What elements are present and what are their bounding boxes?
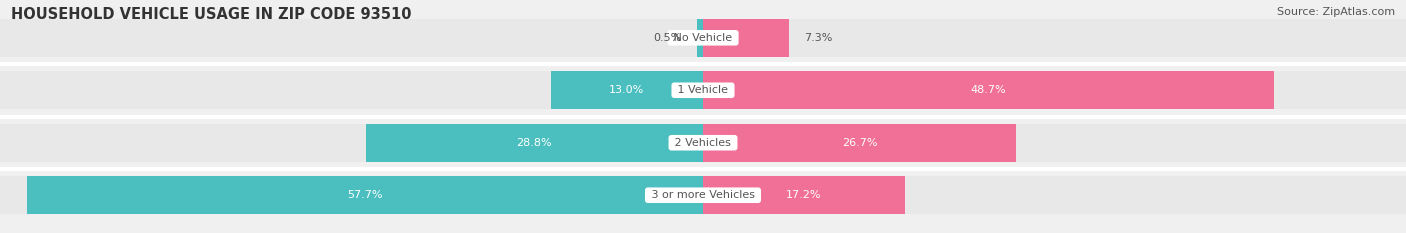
Bar: [0, 124, 703, 162]
Text: 17.2%: 17.2%: [786, 190, 821, 200]
Bar: [703, 71, 1406, 109]
Text: No Vehicle: No Vehicle: [671, 33, 735, 43]
Bar: [703, 19, 789, 57]
Text: 3 or more Vehicles: 3 or more Vehicles: [648, 190, 758, 200]
Text: 0.5%: 0.5%: [654, 33, 682, 43]
Bar: [703, 19, 1406, 57]
Bar: [27, 176, 703, 214]
Text: 28.8%: 28.8%: [516, 138, 553, 148]
Text: 13.0%: 13.0%: [609, 85, 644, 95]
Bar: [0, 19, 703, 57]
Bar: [703, 71, 1274, 109]
Bar: [366, 124, 703, 162]
Bar: [703, 124, 1015, 162]
Text: HOUSEHOLD VEHICLE USAGE IN ZIP CODE 93510: HOUSEHOLD VEHICLE USAGE IN ZIP CODE 9351…: [11, 7, 412, 22]
Bar: [703, 176, 1406, 214]
Bar: [703, 176, 904, 214]
Bar: [0, 71, 703, 109]
Bar: [703, 124, 1406, 162]
Text: 7.3%: 7.3%: [804, 33, 832, 43]
Bar: [697, 19, 703, 57]
Bar: [0, 176, 703, 214]
Text: Source: ZipAtlas.com: Source: ZipAtlas.com: [1277, 7, 1395, 17]
Text: 26.7%: 26.7%: [842, 138, 877, 148]
Bar: [551, 71, 703, 109]
Text: 1 Vehicle: 1 Vehicle: [675, 85, 731, 95]
Text: 57.7%: 57.7%: [347, 190, 382, 200]
Text: 48.7%: 48.7%: [970, 85, 1007, 95]
Text: 2 Vehicles: 2 Vehicles: [671, 138, 735, 148]
